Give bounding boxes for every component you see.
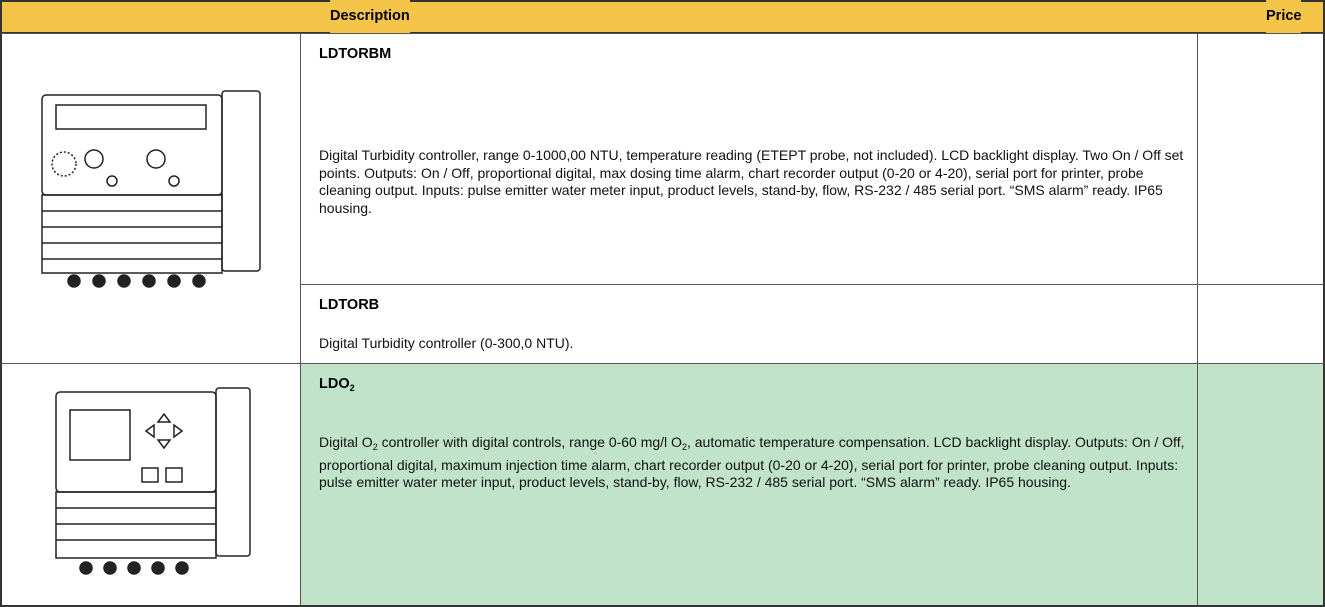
row-1-price — [1197, 33, 1325, 285]
header-row — [0, 0, 1325, 34]
page: Description Price LDTORBM Digital Turbid… — [0, 0, 1325, 607]
text-segment: LDO — [319, 376, 350, 392]
header-price: Price — [1266, 0, 1301, 33]
product-image — [24, 89, 284, 289]
text-segment: Digital O — [319, 434, 373, 450]
product-description: Digital Turbidity controller, range 0-10… — [319, 147, 1191, 217]
header-description: Description — [330, 0, 410, 33]
row-3-price — [1197, 363, 1325, 607]
product-description: Digital O2 controller with digital contr… — [319, 434, 1191, 492]
text-segment: Digital Turbidity controller (0-300,0 NT… — [319, 335, 573, 351]
product-image — [46, 386, 266, 586]
row-2-price — [1197, 284, 1325, 364]
row-2-description: LDTORB Digital Turbidity controller (0-3… — [300, 284, 1198, 364]
product-description: Digital Turbidity controller (0-300,0 NT… — [319, 335, 1191, 353]
text-segment: LDTORBM — [319, 46, 391, 62]
product-code: LDTORB — [319, 297, 379, 313]
product-code: LDO2 — [319, 376, 355, 393]
row-3-description: LDO2 Digital O2 controller with digital … — [300, 363, 1198, 607]
image-cell — [0, 33, 301, 364]
product-code: LDTORBM — [319, 46, 391, 62]
image-cell — [0, 363, 301, 607]
text-segment: Digital Turbidity controller, range 0-10… — [319, 147, 1183, 216]
text-segment: LDTORB — [319, 297, 379, 313]
text-segment: controller with digital controls, range … — [378, 434, 682, 450]
row-1-description: LDTORBM Digital Turbidity controller, ra… — [300, 33, 1198, 285]
subscript: 2 — [350, 383, 355, 393]
